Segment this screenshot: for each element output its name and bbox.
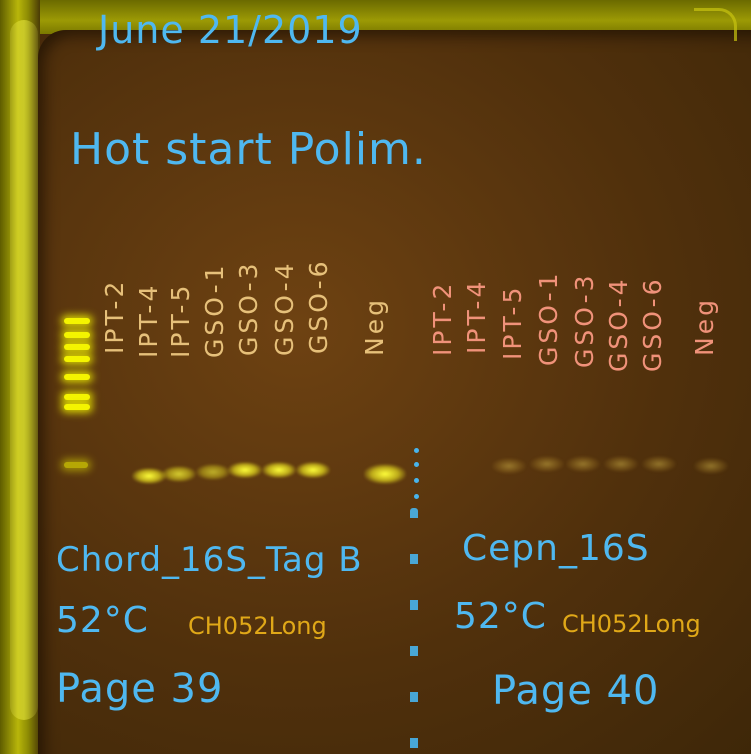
lane-label: IPT-5 — [166, 282, 195, 358]
ladder-band — [64, 394, 90, 400]
lane-label: IPT-2 — [100, 278, 129, 354]
product-band-faint — [604, 456, 638, 472]
divider-dot — [414, 494, 419, 499]
lane-label: Neg — [690, 297, 719, 356]
lane-label: IPT-4 — [462, 278, 491, 354]
right-primer-label: Cepn_16S — [462, 528, 650, 569]
lane-label: GSO-6 — [638, 276, 667, 372]
lane-label: GSO-1 — [200, 262, 229, 358]
lane-label: GSO-3 — [234, 260, 263, 356]
ladder-band — [64, 356, 90, 362]
right-program-label: CH052Long — [562, 610, 701, 638]
product-band-faint — [566, 456, 600, 472]
product-band — [132, 468, 166, 484]
product-band — [228, 462, 262, 478]
lane-label: GSO-3 — [570, 272, 599, 368]
right-page-label: Page 40 — [492, 668, 660, 714]
lane-divider — [410, 508, 418, 754]
ladder-band — [64, 374, 90, 380]
product-band-faint — [694, 458, 728, 474]
divider-dot — [414, 462, 419, 467]
lane-label: GSO-1 — [534, 270, 563, 366]
left-page-label: Page 39 — [56, 666, 224, 712]
ladder-band — [64, 344, 90, 350]
gel-surface — [38, 30, 751, 754]
left-primer-label: Chord_16S_Tag B — [56, 540, 363, 580]
product-band — [162, 466, 196, 482]
tray-corner — [694, 8, 737, 41]
tray-frame-top — [0, 0, 751, 34]
lane-label: GSO-6 — [304, 258, 333, 354]
product-band — [196, 464, 230, 480]
product-band — [296, 462, 330, 478]
product-band — [364, 464, 406, 484]
ladder-band — [64, 332, 90, 338]
lane-label: IPT-2 — [428, 280, 457, 356]
tray-frame-left — [0, 0, 40, 754]
ladder-band — [64, 462, 88, 468]
ladder-band — [64, 404, 90, 410]
product-band-faint — [530, 456, 564, 472]
lane-label: IPT-5 — [498, 284, 527, 360]
right-temp-label: 52°C — [454, 596, 547, 637]
ladder-band — [64, 318, 90, 324]
left-program-label: CH052Long — [188, 612, 327, 640]
lane-label: IPT-4 — [134, 282, 163, 358]
left-temp-label: 52°C — [56, 600, 149, 641]
tray-shine — [10, 20, 38, 720]
divider-dot — [414, 478, 419, 483]
product-band-faint — [642, 456, 676, 472]
lane-label: GSO-4 — [604, 276, 633, 372]
divider-dot — [414, 448, 419, 453]
lane-label: GSO-4 — [270, 260, 299, 356]
product-band — [262, 462, 296, 478]
lane-label: Neg — [360, 297, 389, 356]
date-annotation: June 21/2019 — [98, 8, 363, 52]
product-band-faint — [492, 458, 526, 474]
title-annotation: Hot start Polim. — [70, 124, 427, 175]
